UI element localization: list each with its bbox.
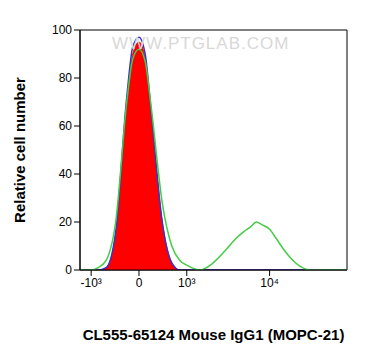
svg-text:0: 0 [65,263,72,277]
svg-text:0: 0 [136,276,143,290]
svg-text:-10³: -10³ [80,276,101,290]
svg-text:CL555-65124 Mouse IgG1 (MOPC-2: CL555-65124 Mouse IgG1 (MOPC-21) [83,326,345,343]
svg-text:100: 100 [52,23,72,37]
svg-text:Relative cell number: Relative cell number [11,77,28,223]
svg-text:10⁴: 10⁴ [260,276,279,290]
svg-text:60: 60 [59,119,73,133]
svg-text:10³: 10³ [178,276,195,290]
html-text:WWW.PTGLAB.COM: WWW.PTGLAB.COM [112,34,290,53]
svg-text:80: 80 [59,71,73,85]
svg-text:20: 20 [59,215,73,229]
svg-text:40: 40 [59,167,73,181]
